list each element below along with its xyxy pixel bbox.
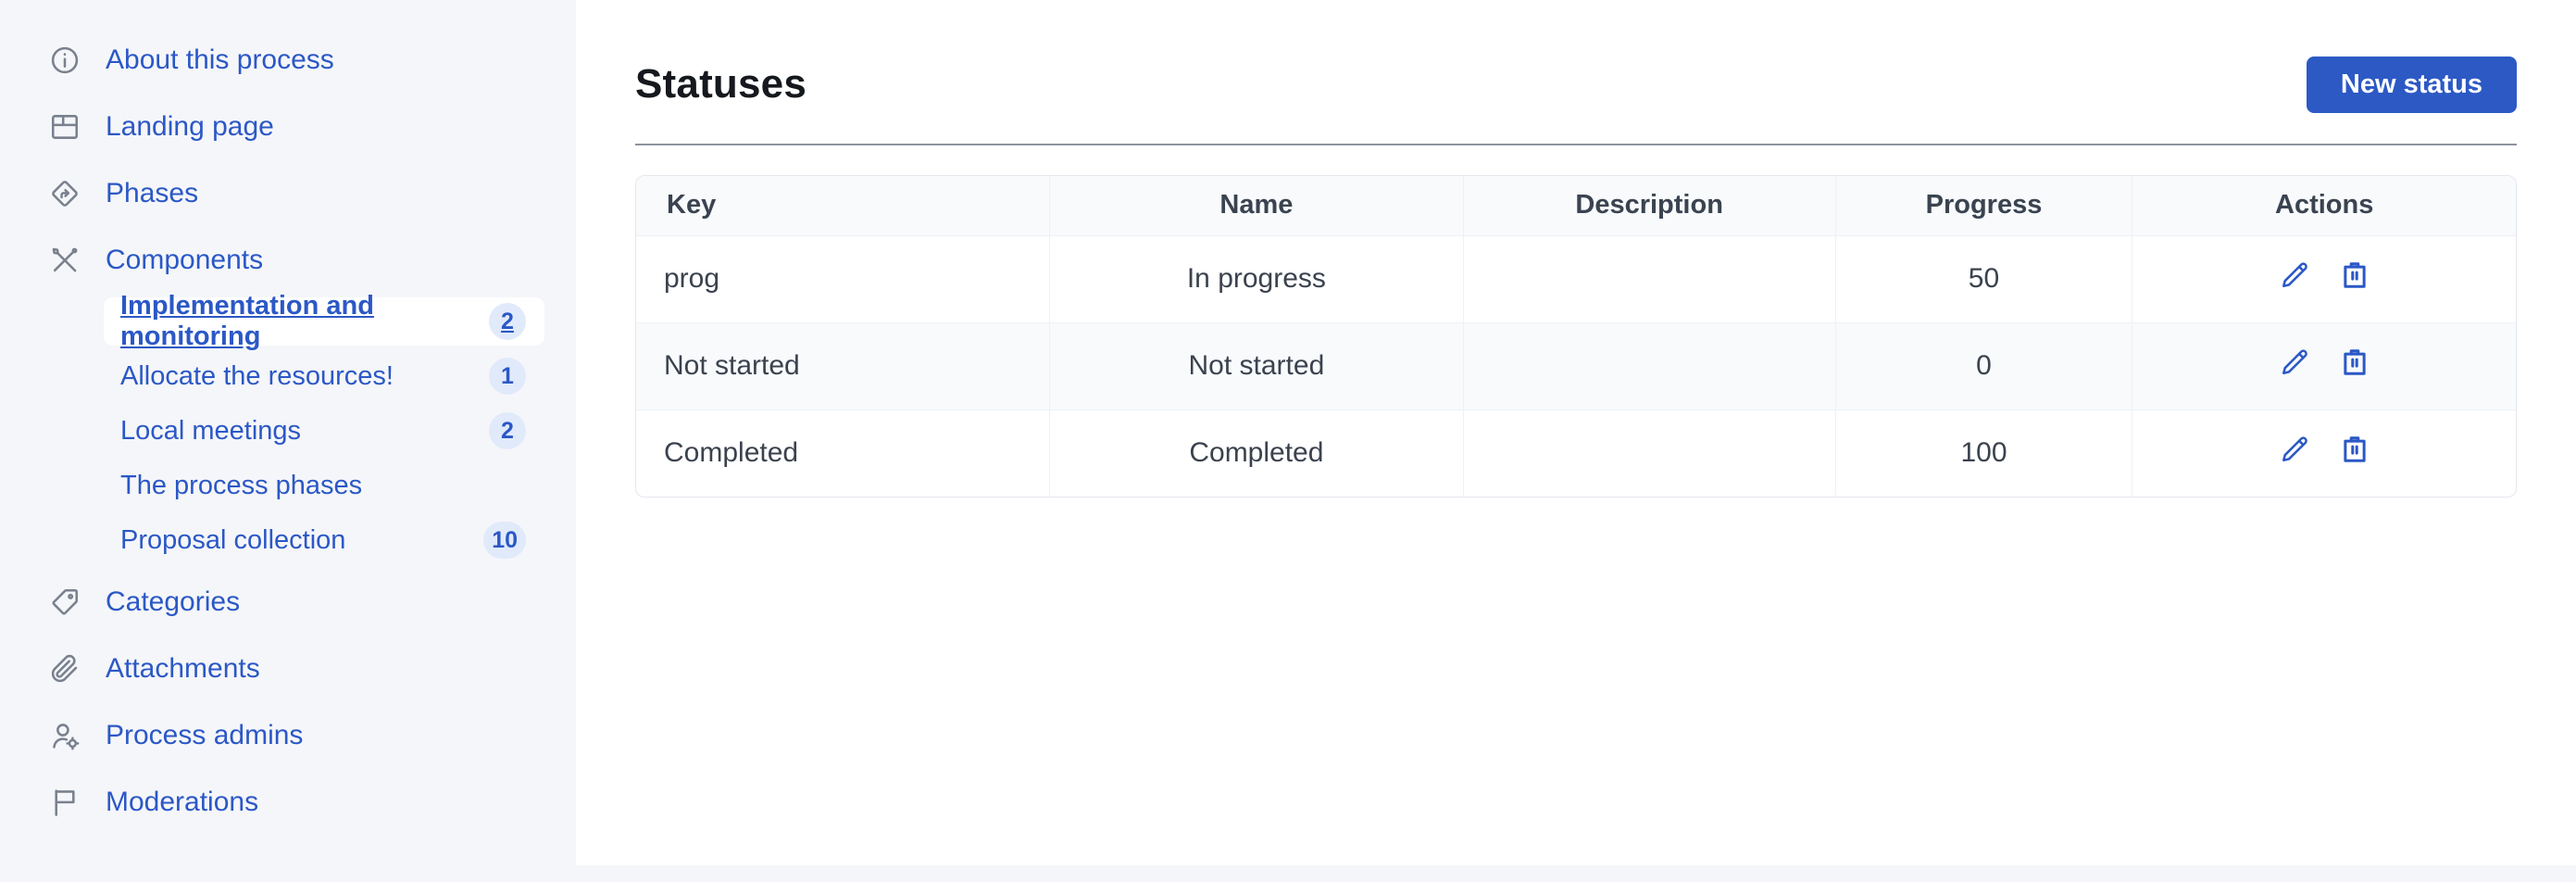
table-header-row: Key Name Description Progress Actions: [636, 176, 2516, 235]
cell-actions: [2132, 410, 2516, 497]
sidebar-subitem-label: Proposal collection: [120, 524, 346, 555]
sidebar-subitem-allocate-the-resources[interactable]: Allocate the resources! 1: [104, 352, 544, 400]
sidebar-item-process-admins[interactable]: Process admins: [0, 715, 576, 756]
delete-status-button[interactable]: [2337, 345, 2372, 380]
column-header-description: Description: [1463, 176, 1836, 235]
cell-name: Completed: [1049, 410, 1464, 497]
sidebar-item-components[interactable]: Components: [0, 240, 576, 281]
pencil-icon: [2282, 349, 2307, 374]
cell-actions: [2132, 322, 2516, 410]
sidebar-subitem-proposal-collection[interactable]: Proposal collection 10: [104, 516, 544, 564]
sidebar-subitem-local-meetings[interactable]: Local meetings 2: [104, 407, 544, 455]
user-gear-icon: [48, 719, 81, 752]
sidebar-item-label: Attachments: [106, 653, 260, 684]
sidebar-subitem-label: Implementation and monitoring: [120, 291, 374, 351]
cell-progress: 100: [1835, 410, 2133, 497]
tag-icon: [48, 586, 81, 619]
cell-name: In progress: [1049, 235, 1464, 322]
sidebar-subitem-label: Local meetings: [120, 415, 302, 446]
cell-progress: 0: [1835, 322, 2133, 410]
sidebar-item-about-this-process[interactable]: About this process: [0, 40, 576, 81]
sidebar-item-moderations[interactable]: Moderations: [0, 782, 576, 823]
sidebar: About this process Landing page Phas: [0, 0, 576, 865]
cell-progress: 50: [1835, 235, 2133, 322]
cell-key: Completed: [636, 410, 1051, 497]
main-panel: Statuses New status Key Name Description…: [576, 0, 2576, 865]
table-row: Completed Completed 100: [636, 410, 2516, 497]
table-row: prog In progress 50: [636, 235, 2516, 322]
cell-description: [1463, 235, 1836, 322]
layout-icon: [48, 110, 81, 144]
cell-description: [1463, 410, 1836, 497]
sidebar-item-landing-page[interactable]: Landing page: [0, 107, 576, 147]
sidebar-subitem-the-process-phases[interactable]: The process phases: [104, 461, 544, 510]
sidebar-item-label: Landing page: [106, 111, 274, 142]
pencil-icon: [2282, 262, 2307, 287]
sidebar-item-attachments[interactable]: Attachments: [0, 649, 576, 689]
count-badge: 1: [489, 358, 526, 395]
direction-icon: [48, 177, 81, 210]
trash-icon: [2344, 349, 2366, 375]
sidebar-item-phases[interactable]: Phases: [0, 173, 576, 214]
count-badge: 2: [489, 412, 526, 449]
cell-description: [1463, 322, 1836, 410]
delete-status-button[interactable]: [2337, 432, 2372, 467]
edit-status-button[interactable]: [2277, 345, 2312, 380]
info-icon: [48, 44, 81, 77]
count-badge: 10: [483, 522, 526, 559]
trash-icon: [2344, 262, 2366, 288]
column-header-name: Name: [1049, 176, 1464, 235]
process-nav: About this process Landing page Phas: [0, 0, 576, 849]
table-row: Not started Not started 0: [636, 322, 2516, 410]
sidebar-subitem-label: The process phases: [120, 470, 363, 500]
column-header-actions: Actions: [2275, 190, 2374, 220]
edit-status-button[interactable]: [2277, 258, 2312, 293]
sidebar-item-categories[interactable]: Categories: [0, 582, 576, 623]
statuses-table-container: Key Name Description Progress Actions pr…: [635, 175, 2517, 498]
header-divider: [635, 144, 2517, 145]
new-status-button[interactable]: New status: [2306, 56, 2517, 113]
page-header: Statuses New status: [635, 56, 2517, 113]
flag-icon: [48, 786, 81, 819]
sidebar-subitem-implementation-and-monitoring[interactable]: Implementation and monitoring 2: [104, 291, 544, 351]
column-header-progress: Progress: [1835, 176, 2133, 235]
sidebar-item-label: About this process: [106, 44, 334, 75]
cell-key: prog: [636, 235, 1051, 322]
pencil-icon: [2282, 436, 2307, 462]
count-badge: 2: [489, 303, 526, 340]
sidebar-item-label: Process admins: [106, 720, 304, 750]
sidebar-subitem-label: Allocate the resources!: [120, 360, 394, 391]
sidebar-item-label: Phases: [106, 178, 199, 208]
tools-icon: [48, 244, 81, 277]
cell-key: Not started: [636, 322, 1051, 410]
paperclip-icon: [48, 652, 81, 686]
delete-status-button[interactable]: [2337, 258, 2372, 293]
trash-icon: [2344, 436, 2366, 462]
sidebar-item-label: Categories: [106, 586, 241, 617]
cell-name: Not started: [1049, 322, 1464, 410]
sidebar-item-label: Moderations: [106, 787, 259, 817]
column-header-key: Key: [636, 176, 1051, 235]
edit-status-button[interactable]: [2277, 432, 2312, 467]
sidebar-item-label: Components: [106, 245, 264, 275]
statuses-table: Key Name Description Progress Actions pr…: [636, 176, 2516, 497]
cell-actions: [2132, 235, 2516, 322]
page-title: Statuses: [635, 61, 807, 107]
